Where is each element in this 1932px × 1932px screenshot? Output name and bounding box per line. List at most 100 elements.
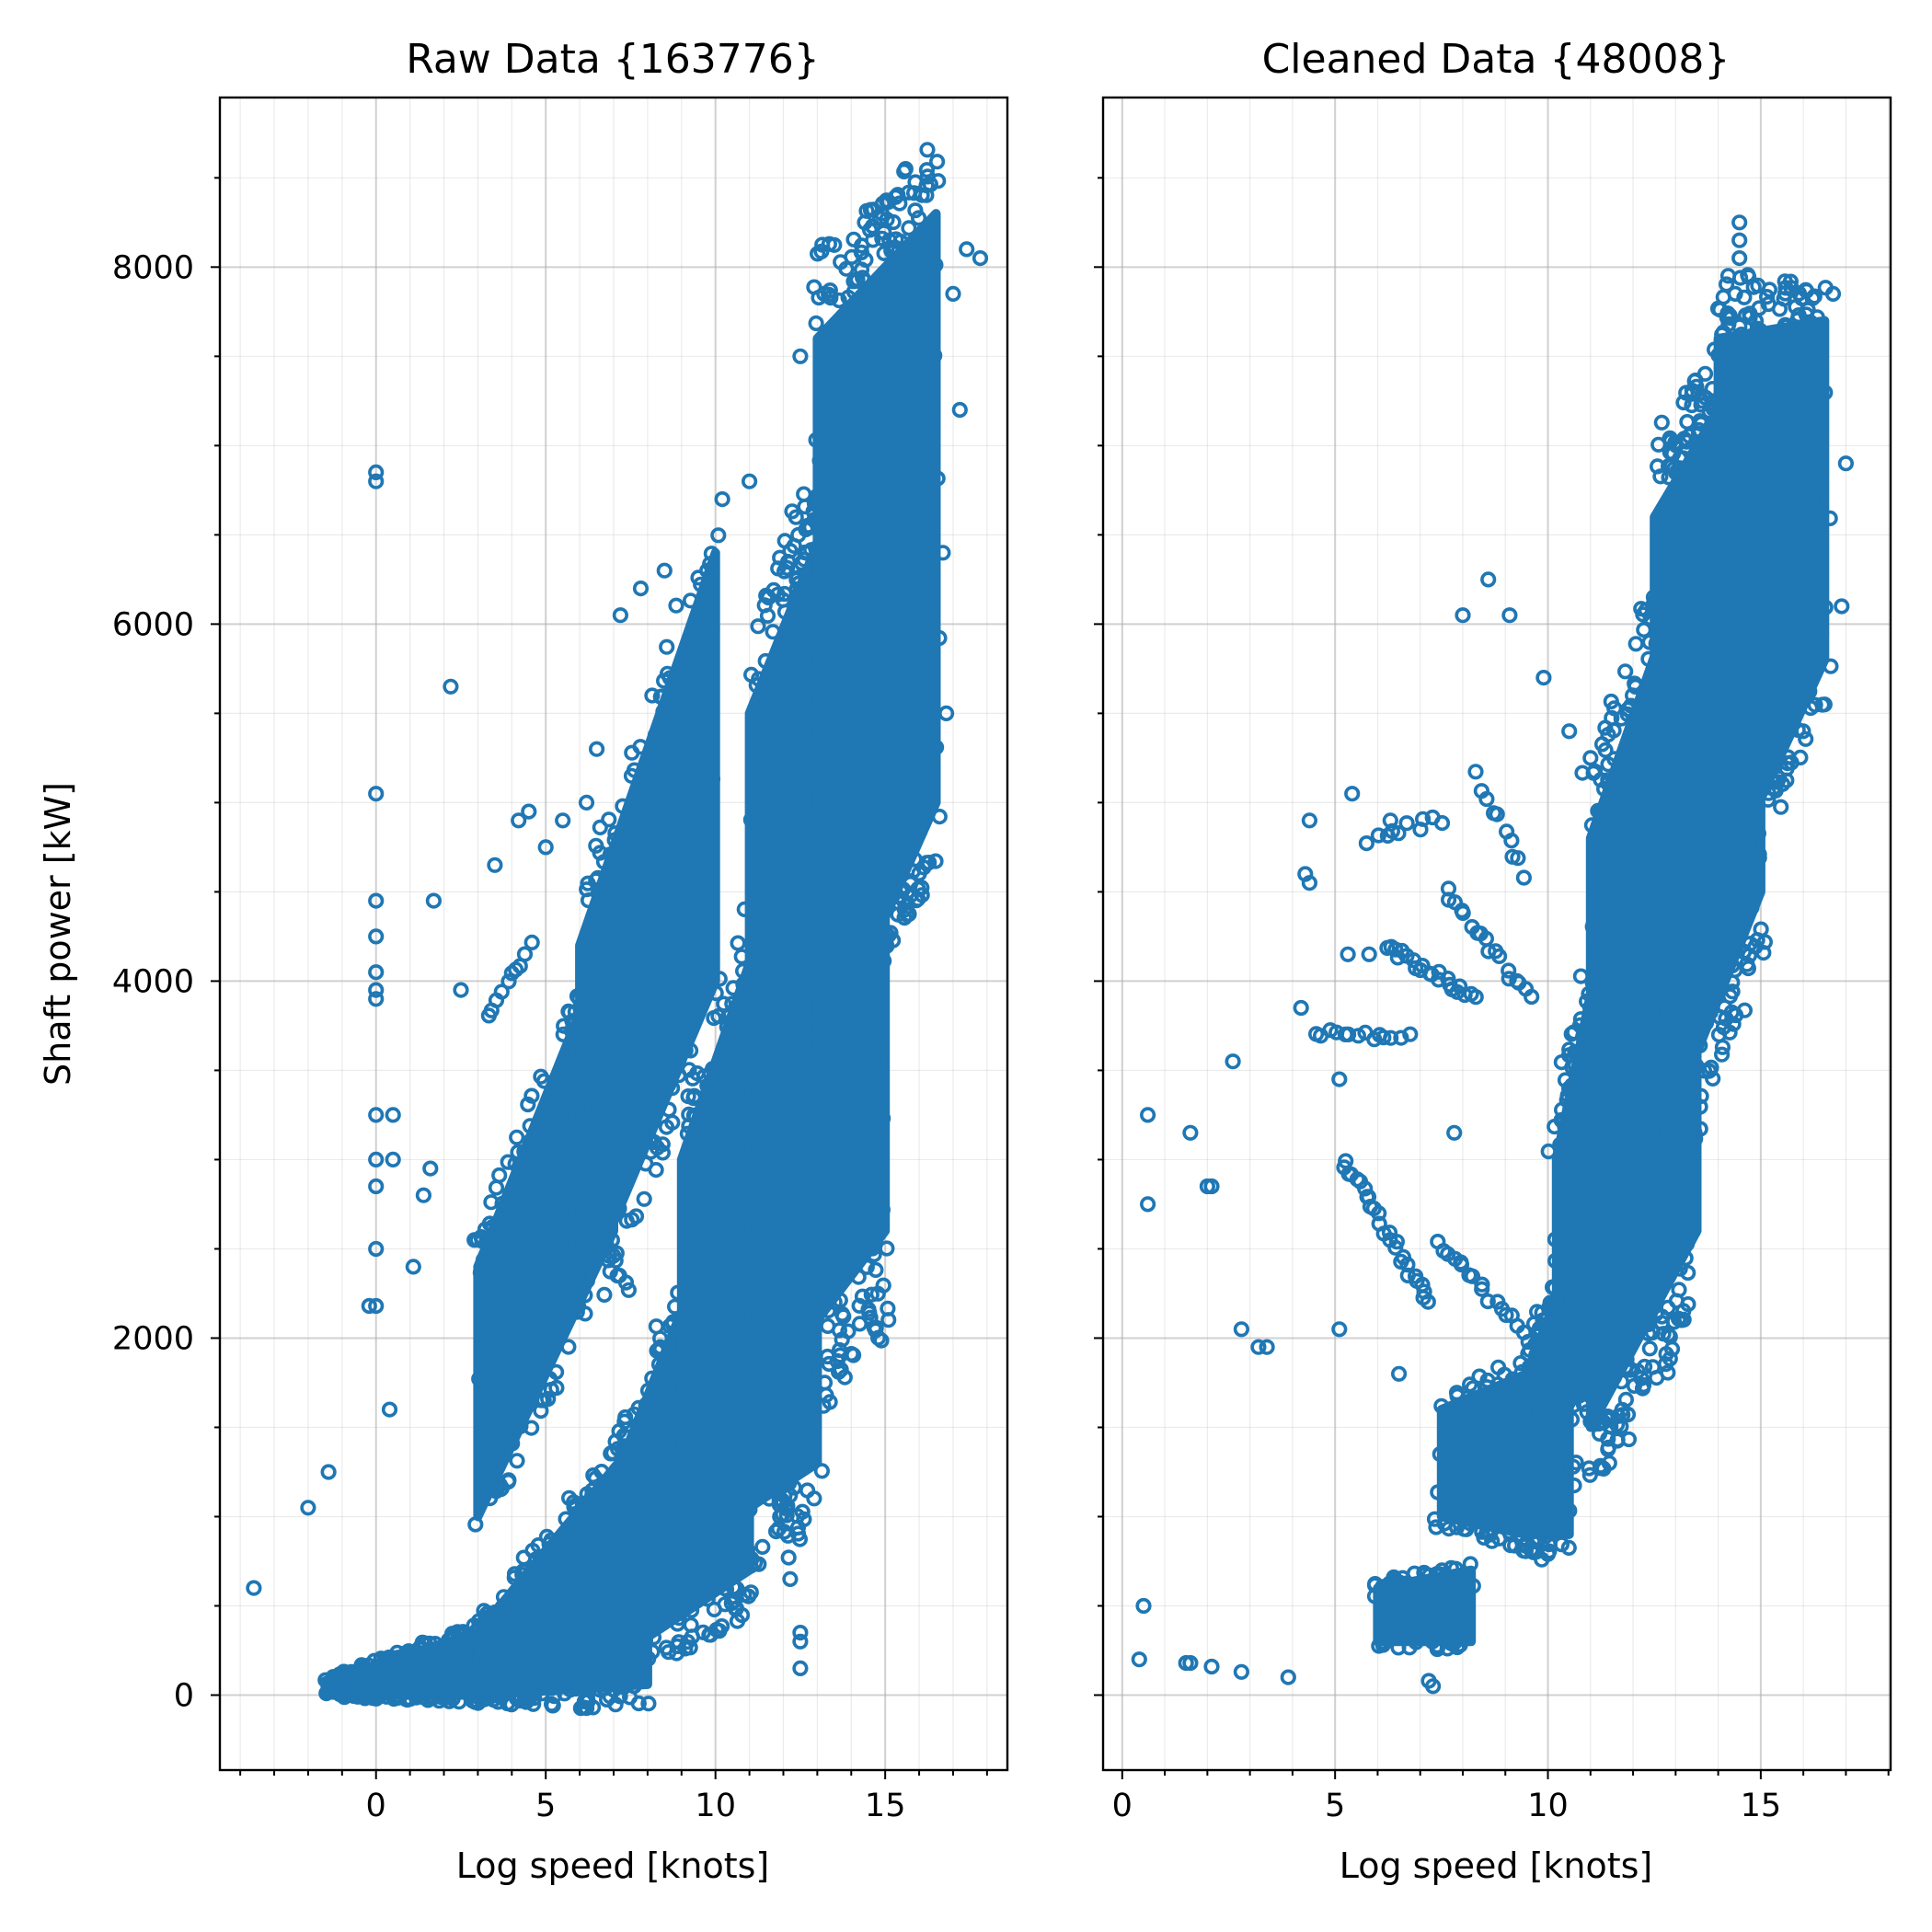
data-point [856, 1045, 873, 1063]
data-point [808, 315, 824, 332]
data-point [745, 1486, 762, 1502]
data-point [777, 1184, 794, 1202]
data-point [335, 1666, 352, 1683]
data-point [729, 1530, 745, 1547]
data-point [599, 997, 615, 1014]
data-point [935, 545, 951, 561]
data-point [840, 1160, 857, 1177]
data-point [611, 1463, 627, 1480]
data-point [607, 1252, 624, 1269]
data-point [613, 1596, 630, 1613]
data-point [509, 1129, 525, 1145]
data-point [1505, 1437, 1522, 1455]
data-point [494, 1195, 511, 1212]
data-point [1512, 1355, 1529, 1372]
data-point [518, 1682, 535, 1698]
data-point [661, 1644, 677, 1661]
data-point [1789, 684, 1806, 701]
data-point [760, 1144, 776, 1161]
data-point [918, 454, 935, 471]
data-point [1465, 1578, 1481, 1594]
data-point [787, 1093, 804, 1110]
data-point [523, 1087, 540, 1104]
data-point [871, 906, 888, 923]
data-point [763, 1046, 779, 1063]
data-point [886, 320, 903, 337]
data-point [368, 892, 385, 909]
data-point [837, 689, 854, 707]
data-point [1528, 1334, 1546, 1351]
data-point [1357, 1180, 1374, 1197]
data-point [645, 1629, 662, 1646]
data-point [650, 1507, 668, 1524]
data-point [828, 1023, 845, 1040]
data-point [810, 1204, 827, 1221]
data-point [361, 1297, 377, 1315]
data-point [509, 1453, 525, 1469]
data-point [776, 585, 793, 603]
data-point [1618, 952, 1635, 969]
data-point [512, 1412, 528, 1429]
data-point [1663, 795, 1681, 811]
data-point [844, 1071, 860, 1087]
data-point [1650, 561, 1668, 579]
data-point [661, 1518, 678, 1535]
data-point [1745, 548, 1763, 566]
data-point [1675, 394, 1692, 411]
data-point [885, 213, 902, 231]
data-point [1558, 1474, 1574, 1490]
data-point [1641, 1340, 1658, 1357]
data-point [1467, 989, 1484, 1006]
data-point [1331, 1071, 1348, 1087]
data-point [475, 1347, 491, 1363]
data-point [538, 1322, 556, 1339]
data-point [677, 1042, 694, 1059]
data-point [770, 1424, 787, 1442]
data-point [809, 1180, 825, 1197]
data-point [817, 868, 834, 885]
data-point [1382, 812, 1398, 829]
data-point [836, 890, 853, 907]
data-point [747, 1411, 764, 1428]
data-point [756, 597, 773, 614]
data-point [1344, 786, 1361, 802]
data-point [1732, 788, 1749, 805]
data-point [1250, 1339, 1267, 1355]
data-point [1135, 1597, 1152, 1615]
data-point [1625, 1099, 1641, 1116]
data-point [851, 876, 868, 892]
data-point [829, 1186, 845, 1202]
data-point [931, 808, 948, 825]
data-point [742, 1259, 758, 1275]
data-point [639, 1598, 656, 1615]
data-point [368, 473, 385, 489]
data-point [1665, 1192, 1682, 1209]
data-point [498, 1249, 514, 1266]
data-point [808, 540, 824, 557]
data-point [1429, 1640, 1445, 1658]
data-point [1615, 1062, 1631, 1079]
data-point [1669, 724, 1685, 742]
raw-y-tick-labels: 0 2000 4000 6000 8000 [112, 249, 194, 1714]
data-point [544, 1697, 561, 1714]
data-point [1640, 829, 1657, 845]
cleaned-x-tick-label: 15 [1741, 1788, 1782, 1824]
data-point [1687, 372, 1704, 389]
raw-y-tick-label: 6000 [112, 606, 194, 643]
data-point [923, 753, 939, 770]
data-point [585, 1466, 602, 1484]
data-point [1233, 1663, 1249, 1680]
data-point [562, 1682, 579, 1698]
data-point [1652, 468, 1669, 485]
data-point [559, 1206, 576, 1223]
data-point [650, 1570, 666, 1587]
data-point [472, 1264, 489, 1282]
data-point [959, 241, 975, 258]
data-point [782, 543, 799, 559]
data-point [475, 1455, 491, 1472]
data-point [1591, 961, 1607, 979]
data-point [414, 1634, 431, 1650]
data-point [1611, 809, 1627, 825]
data-point [748, 1392, 765, 1409]
data-point [760, 684, 777, 701]
